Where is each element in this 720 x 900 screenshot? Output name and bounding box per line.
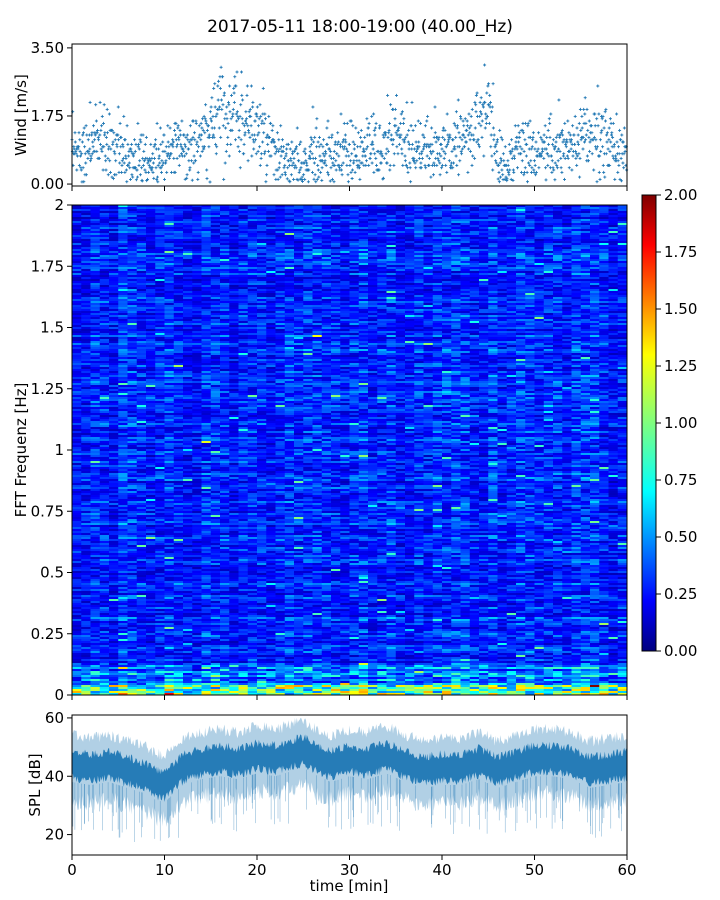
wind-y-ticks: 0.00 1.75 3.50 bbox=[31, 39, 72, 193]
chart-title: 2017-05-11 18:00-19:00 (40.00_Hz) bbox=[207, 17, 513, 37]
wind-panel: 0.00 1.75 3.50 Wind [m/s] bbox=[12, 39, 628, 193]
y-tick-label: 0.00 bbox=[31, 175, 64, 193]
spectrogram-cells bbox=[72, 205, 627, 695]
wind-x-ticks bbox=[72, 186, 627, 191]
wind-y-label: Wind [m/s] bbox=[12, 74, 30, 156]
wind-marker bbox=[71, 64, 629, 184]
y-tick-label: 1.75 bbox=[31, 107, 64, 125]
y-tick-label: 3.50 bbox=[31, 39, 64, 57]
wind-points bbox=[71, 64, 629, 184]
